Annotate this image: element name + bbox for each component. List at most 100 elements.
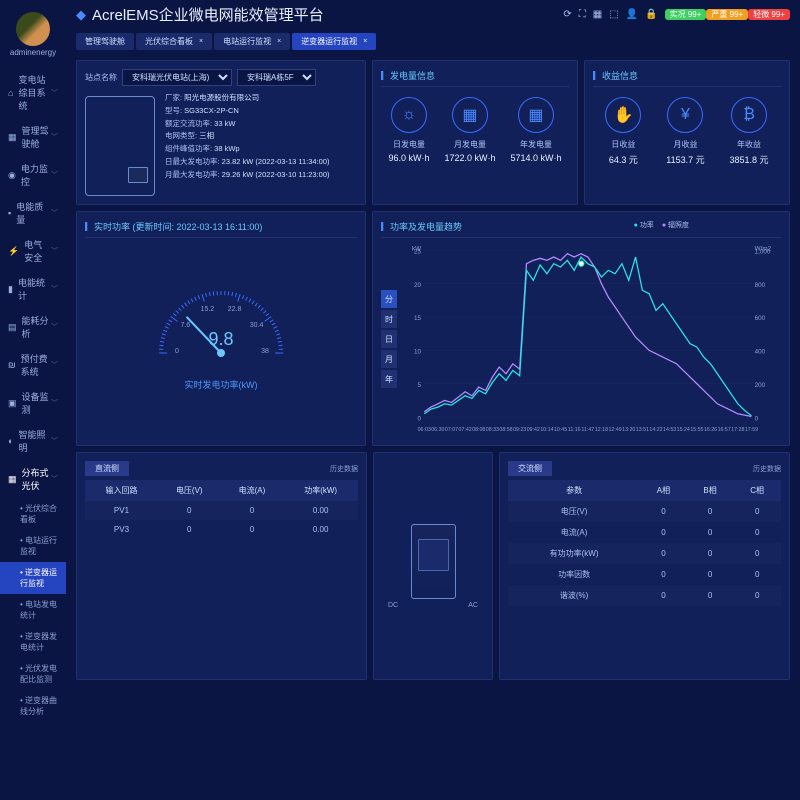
table-row: 功率因数000: [508, 564, 781, 585]
fullscreen-icon[interactable]: ⬚: [609, 9, 618, 20]
gauge-label: 实时发电功率(kW): [85, 378, 357, 391]
table-row: PV3000.00: [85, 520, 358, 539]
close-icon[interactable]: ×: [277, 38, 281, 45]
svg-text:17:28: 17:28: [731, 427, 744, 433]
status-badge[interactable]: 严重 99+: [706, 9, 748, 20]
svg-text:200: 200: [755, 382, 766, 389]
svg-text:07:07: 07:07: [445, 427, 458, 433]
subnav-item[interactable]: • 逆变器发电统计: [0, 626, 66, 658]
nav-item[interactable]: ₪预付费系统﹀: [0, 346, 66, 384]
svg-text:08:58: 08:58: [499, 427, 512, 433]
chevron-down-icon: ﹀: [51, 436, 58, 446]
nav-item[interactable]: ⚡电气安全﹀: [0, 232, 66, 270]
dc-table-title: 直流侧: [85, 461, 129, 476]
nav-icon: ▤: [8, 322, 17, 333]
subnav-item[interactable]: • 光伏发电配比监测: [0, 658, 66, 690]
svg-text:10: 10: [414, 349, 422, 356]
status-badge[interactable]: 实况 99+: [665, 9, 707, 20]
dc-table-panel: 直流侧 历史数据 输入回路电压(V)电流(A)功率(kW)PV1000.00PV…: [76, 452, 367, 680]
expand-icon[interactable]: ⛶: [579, 9, 586, 20]
chart-title: 功率及发电量趋势: [381, 220, 781, 238]
stat-icon: ▦: [518, 97, 554, 133]
tab[interactable]: 管理驾驶舱: [76, 33, 134, 50]
svg-text:12:18: 12:18: [595, 427, 608, 433]
rev-panel-title: 收益信息: [593, 69, 781, 87]
time-button[interactable]: 日: [381, 330, 397, 348]
stat-icon: ☼: [391, 97, 427, 133]
subnav-item[interactable]: • 电站发电统计: [0, 594, 66, 626]
nav-item[interactable]: ◐智能照明﹀: [0, 422, 66, 460]
ac-history-link[interactable]: 历史数据: [753, 464, 781, 474]
svg-text:14:22: 14:22: [649, 427, 662, 433]
time-button[interactable]: 分: [381, 290, 397, 308]
trend-chart: 25201510501,0008006004002000kWW/m206:030…: [401, 244, 781, 434]
lock-icon[interactable]: 🔒: [645, 9, 657, 20]
legend-power: 功率: [634, 220, 654, 230]
svg-text:800: 800: [755, 282, 766, 289]
nav-icon: ₪: [8, 360, 16, 370]
logo-icon: ◆: [76, 7, 86, 23]
svg-text:15:24: 15:24: [677, 427, 690, 433]
svg-text:08:08: 08:08: [472, 427, 485, 433]
gauge-title: 实时功率 (更新时间: 2022-03-13 16:11:00): [85, 220, 357, 238]
inverter-box: [411, 524, 456, 599]
spec-row: 型号: SG33CX-2P-CN: [165, 105, 330, 118]
site-label: 站点名称: [85, 72, 117, 83]
nav-item[interactable]: ▮电能统计﹀: [0, 270, 66, 308]
nav-item[interactable]: ▤能耗分析﹀: [0, 308, 66, 346]
tab[interactable]: 光伏综合看板×: [136, 33, 212, 50]
device-specs: 厂家: 阳光电源股份有限公司型号: SG33CX-2P-CN额定交流功率: 33…: [165, 92, 330, 196]
svg-text:5: 5: [418, 382, 422, 389]
svg-text:17:59: 17:59: [745, 427, 758, 433]
gen-panel-title: 发电量信息: [381, 69, 569, 87]
user-icon[interactable]: 👤: [626, 9, 638, 20]
grid-icon[interactable]: ▦: [593, 9, 602, 20]
spec-row: 电网类型: 三相: [165, 130, 330, 143]
stat: ¥月收益1153.7 元: [666, 97, 704, 166]
subnav-item[interactable]: • 逆变器曲线分析: [0, 690, 66, 722]
close-icon[interactable]: ×: [363, 38, 367, 45]
svg-text:0: 0: [755, 415, 759, 422]
nav-item[interactable]: ⌂变电站综目系统﹀: [0, 67, 66, 118]
tab[interactable]: 逆变器运行监视×: [292, 33, 376, 50]
nav-item[interactable]: ▣设备监测﹀: [0, 384, 66, 422]
chevron-down-icon: ﹀: [51, 360, 58, 370]
tab[interactable]: 电站运行监视×: [214, 33, 290, 50]
time-button[interactable]: 时: [381, 310, 397, 328]
svg-text:400: 400: [755, 349, 766, 356]
chevron-down-icon: ﹀: [51, 208, 58, 218]
status-badge[interactable]: 轻微 99+: [748, 9, 790, 20]
avatar[interactable]: [16, 12, 50, 46]
svg-text:13:20: 13:20: [622, 427, 635, 433]
subnav-item[interactable]: • 电站运行监视: [0, 530, 66, 562]
nav-item[interactable]: ▦管理驾驶舱﹀: [0, 118, 66, 156]
site-select-2[interactable]: 安科瑞A栋5F: [237, 69, 316, 86]
legend-irradiance: 辐照度: [662, 220, 689, 230]
nav-icon: ⚡: [8, 246, 19, 257]
nav-item[interactable]: ▦分布式光伏﹀: [0, 460, 66, 498]
header-icons: ⟳ ⛶ ▦ ⬚ 👤 🔒 实况 99+严重 99+轻微 99+: [563, 9, 790, 20]
site-select-1[interactable]: 安科瑞光伏电站(上海): [122, 69, 232, 86]
subnav-item[interactable]: • 光伏综合看板: [0, 498, 66, 530]
refresh-icon[interactable]: ⟳: [563, 9, 571, 20]
nav-item[interactable]: ▪电能质量﹀: [0, 194, 66, 232]
time-button[interactable]: 月: [381, 350, 397, 368]
chevron-down-icon: ﹀: [51, 474, 58, 484]
nav-item[interactable]: ◉电力监控﹀: [0, 156, 66, 194]
svg-text:09:23: 09:23: [513, 427, 526, 433]
stat: ▦月发电量1722.0 kW·h: [444, 97, 495, 163]
time-range-buttons: 分时日月年: [381, 244, 397, 434]
time-button[interactable]: 年: [381, 370, 397, 388]
device-illustration: [85, 96, 155, 196]
dc-history-link[interactable]: 历史数据: [330, 464, 358, 474]
svg-text:16:26: 16:26: [704, 427, 717, 433]
svg-text:08:33: 08:33: [486, 427, 499, 433]
table-row: PV1000.00: [85, 501, 358, 520]
dc-table: 输入回路电压(V)电流(A)功率(kW)PV1000.00PV3000.00: [85, 480, 358, 539]
svg-text:15:55: 15:55: [690, 427, 703, 433]
svg-text:13:51: 13:51: [636, 427, 649, 433]
subnav-item[interactable]: • 逆变器运行监视: [0, 562, 66, 594]
stat: ₿年收益3851.8 元: [730, 97, 769, 166]
svg-text:11:47: 11:47: [581, 427, 594, 433]
close-icon[interactable]: ×: [199, 38, 203, 45]
